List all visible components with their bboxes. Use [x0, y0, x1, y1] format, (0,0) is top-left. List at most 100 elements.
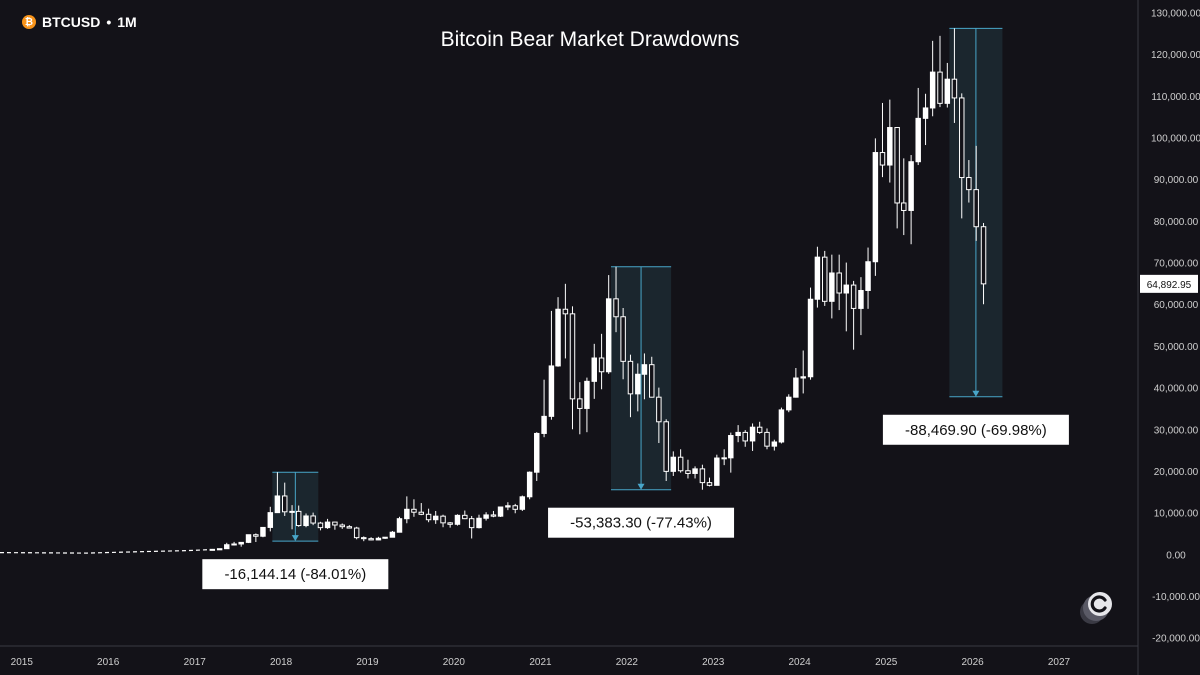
y-tick-label: 100,000.00 — [1151, 134, 1200, 145]
candle — [786, 394, 792, 413]
candle-body — [353, 527, 360, 539]
candle — [295, 505, 302, 527]
x-tick-label: 2021 — [529, 657, 552, 668]
candle — [353, 526, 360, 540]
candle-body — [944, 78, 951, 104]
candle-body — [548, 365, 555, 417]
candle — [966, 160, 972, 203]
candle — [346, 525, 353, 529]
candle-body — [346, 526, 353, 529]
candle — [425, 508, 432, 523]
drawdown-label: -88,469.90 (-69.98%) — [882, 414, 1069, 445]
candle — [382, 536, 388, 539]
candle — [915, 87, 921, 166]
candle-body — [721, 457, 727, 460]
symbol-header[interactable]: ₿ BTCUSD • 1M — [22, 14, 137, 30]
y-tick-label: 20,000.00 — [1154, 467, 1199, 478]
candle-body — [440, 515, 446, 524]
candle-body — [267, 512, 274, 528]
candle — [238, 541, 244, 547]
drawdown-arrow-head — [972, 390, 980, 397]
candle — [980, 222, 987, 305]
candle — [793, 368, 799, 398]
candle — [742, 430, 748, 447]
candle — [685, 459, 691, 479]
x-tick-label: 2022 — [616, 657, 639, 668]
candle — [216, 548, 223, 551]
candle-body — [627, 360, 634, 395]
candle — [260, 526, 266, 538]
candle-body — [569, 313, 576, 400]
candle-body — [368, 538, 374, 541]
x-tick-label: 2020 — [443, 657, 466, 668]
candle — [310, 512, 316, 526]
candle — [598, 333, 605, 390]
candle-body — [584, 380, 590, 409]
candle — [836, 254, 842, 311]
candle-body — [793, 377, 799, 398]
candle — [534, 432, 540, 481]
candle — [641, 353, 648, 400]
candle-body — [764, 431, 770, 447]
candle — [389, 530, 396, 538]
candle-body — [432, 515, 439, 521]
candle-body — [850, 284, 857, 309]
candle-body — [534, 432, 540, 473]
candle-body — [699, 468, 706, 484]
candle-body — [577, 398, 583, 409]
candle-body — [404, 508, 410, 520]
candle — [483, 512, 489, 521]
chart-title: Bitcoin Bear Market Drawdowns — [440, 28, 740, 51]
candle-body — [591, 357, 597, 382]
candle — [468, 515, 475, 539]
candle-body — [951, 78, 958, 99]
candle — [462, 510, 468, 520]
y-tick-label: 40,000.00 — [1154, 384, 1199, 395]
candle — [649, 356, 655, 398]
drawdown-layer — [272, 27, 1003, 542]
candle — [411, 499, 417, 517]
candle — [396, 516, 403, 533]
candle-body — [483, 514, 489, 519]
candle — [339, 523, 345, 529]
candle — [865, 247, 871, 309]
candle-body — [303, 515, 309, 527]
y-tick-label: 70,000.00 — [1154, 259, 1199, 270]
drawdown-labels-layer: -16,144.14 (-84.01%) -53,383.30 (-77.43%)… — [202, 414, 1069, 590]
candle — [944, 62, 951, 108]
candle-body — [361, 537, 367, 540]
candle — [771, 439, 778, 451]
y-tick-label: 10,000.00 — [1154, 509, 1199, 520]
candle — [656, 387, 662, 444]
x-tick-label: 2025 — [875, 657, 898, 668]
candle-body — [468, 518, 475, 529]
candle-body — [418, 511, 425, 515]
candle-body — [929, 71, 936, 109]
early-price-line — [0, 549, 209, 554]
candle — [447, 522, 453, 528]
candle — [432, 510, 439, 524]
drawdown-label: -16,144.14 (-84.01%) — [202, 559, 389, 590]
candle-body — [375, 537, 382, 541]
candle-body — [742, 431, 748, 442]
candle — [894, 127, 900, 229]
bitcoin-icon: ₿ — [22, 15, 36, 29]
candle-body — [274, 495, 281, 514]
candle — [505, 502, 511, 511]
candle — [620, 307, 626, 380]
candle — [699, 464, 706, 490]
candle-body — [937, 71, 943, 104]
candle-body — [209, 548, 216, 551]
candle — [692, 466, 698, 479]
candle — [209, 548, 216, 551]
candle — [843, 262, 850, 332]
candle-body — [872, 152, 879, 263]
candle-body — [526, 471, 533, 498]
y-tick-label: 60,000.00 — [1154, 300, 1199, 311]
candle-body — [462, 514, 468, 520]
candle-body — [843, 284, 850, 294]
candle-body — [389, 531, 396, 538]
y-tick-label: 130,000.00 — [1151, 9, 1200, 20]
candle — [548, 310, 555, 420]
